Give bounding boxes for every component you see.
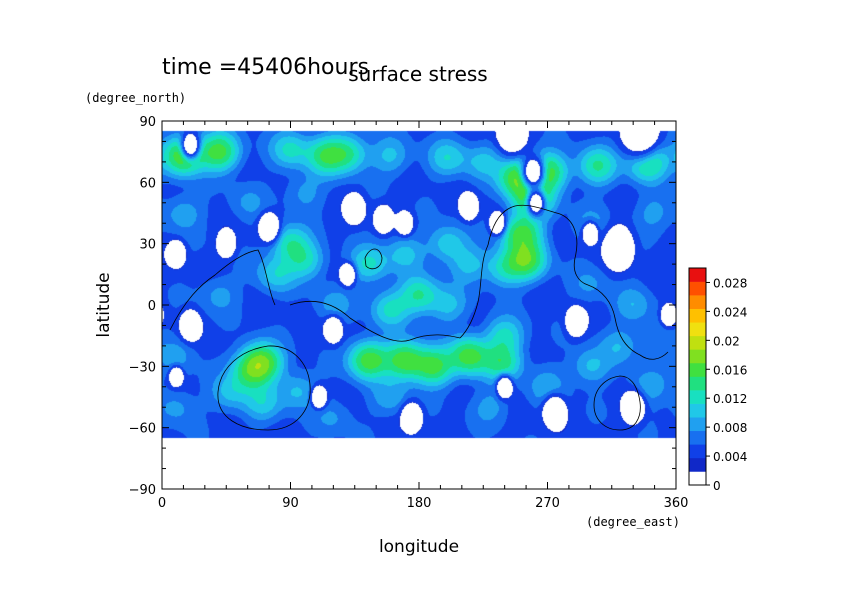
colorbar-swatch — [689, 281, 706, 296]
coastline-east-interior — [459, 244, 489, 339]
y-tick-label: 90 — [139, 115, 156, 130]
coastline-layer — [169, 204, 669, 431]
x-axis-unit: (degree_east) — [586, 515, 680, 529]
y-tick-label: −30 — [129, 360, 156, 375]
colorbar-swatch — [689, 349, 706, 364]
y-tick-label: 0 — [148, 299, 156, 314]
x-tick-label: 180 — [407, 496, 432, 511]
x-tick-label: 0 — [158, 496, 166, 511]
colorbar-swatch — [689, 335, 706, 350]
colorbar-swatch — [689, 308, 706, 323]
colorbar-tick-label: 0.02 — [713, 334, 740, 348]
colorbar-swatch — [689, 417, 706, 432]
colorbar-swatch — [689, 403, 706, 418]
time-label: time =45406hours — [162, 55, 369, 80]
y-tick-label: −90 — [129, 483, 156, 498]
x-axis-tick-labels: 0 90 180 270 360 — [158, 496, 689, 511]
colorbar-tick-label: 0.012 — [713, 392, 747, 406]
colorbar-tick-label: 0.016 — [713, 363, 747, 377]
x-tick-label: 90 — [282, 496, 299, 511]
colorbar: 0 0.004 0.008 0.012 0.016 0.02 0.024 0.028 — [688, 267, 747, 493]
x-axis-label: longitude — [379, 537, 459, 557]
coastline-central-america — [289, 300, 461, 342]
y-axis-label: latitude — [94, 272, 114, 337]
colorbar-swatch — [689, 295, 706, 309]
y-tick-label: −60 — [129, 422, 156, 437]
colorbar-tick-label: 0.028 — [713, 276, 747, 290]
x-tick-label: 360 — [664, 496, 689, 511]
colorbar-swatch — [689, 362, 706, 377]
x-tick-label: 270 — [535, 496, 560, 511]
colorbar-swatch — [689, 376, 706, 391]
colorbar-swatch — [689, 471, 706, 486]
colorbar-tick-label: 0.004 — [713, 450, 747, 464]
y-axis-tick-labels: −90 −60 −30 0 30 60 90 — [129, 115, 156, 498]
y-tick-label: 30 — [139, 238, 156, 253]
colorbar-swatch — [689, 390, 706, 404]
y-axis-unit: (degree_north) — [85, 91, 186, 105]
axis-tick-marks — [161, 120, 677, 490]
y-tick-label: 60 — [139, 176, 156, 191]
colorbar-swatch — [689, 322, 706, 337]
colorbar-swatch — [689, 268, 706, 282]
colorbar-swatch — [689, 444, 706, 459]
heatmap-image — [162, 121, 676, 489]
colorbar-tick-label: 0.008 — [713, 421, 747, 435]
coastline-island-north — [364, 248, 383, 270]
colorbar-tick-label: 0 — [713, 479, 721, 493]
colorbar-swatch — [689, 457, 706, 472]
colorbar-swatch — [689, 430, 706, 445]
chart-title: surface stress — [348, 62, 487, 86]
colorbar-tick-label: 0.024 — [713, 305, 747, 319]
coastline-north-america-pacific — [169, 249, 276, 331]
coastline-ring-southwest — [217, 345, 311, 431]
heatmap-field — [162, 121, 676, 489]
colorbar-frame — [688, 267, 707, 486]
coastline-continent-east — [487, 204, 669, 360]
coastline-ring-southeast — [593, 375, 641, 431]
